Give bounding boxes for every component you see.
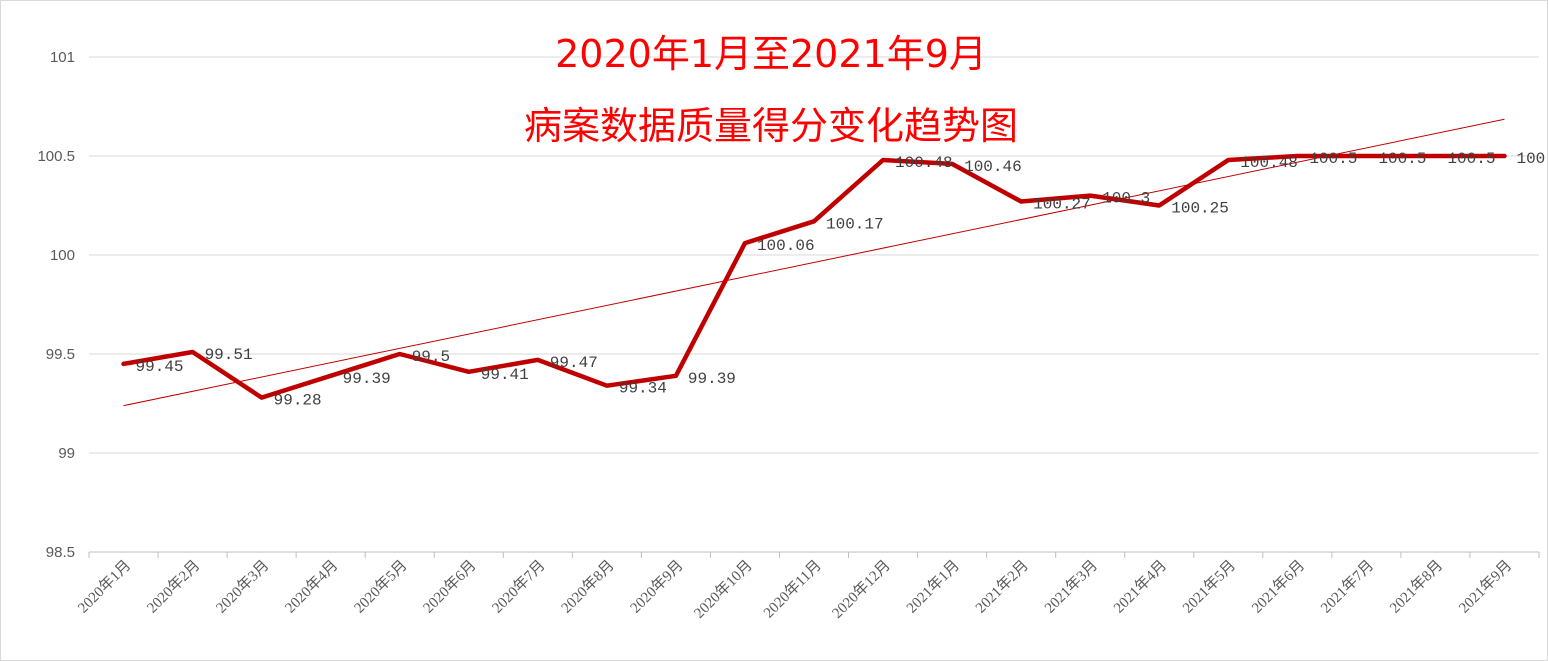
data-label: 99.34: [619, 380, 667, 398]
series-line-group: [121, 153, 1507, 400]
x-tick-label: 2021年5月: [1179, 557, 1239, 617]
data-label: 100.27: [1033, 196, 1091, 214]
data-label: 100.5: [1516, 150, 1547, 168]
y-tick-label: 101: [50, 49, 75, 66]
x-tick-label: 2021年4月: [1110, 557, 1170, 617]
data-label: 100.25: [1171, 200, 1229, 218]
x-tick-label: 2020年9月: [627, 557, 687, 617]
y-tick-label: 99.5: [46, 346, 75, 363]
data-label: 100.5: [1309, 150, 1357, 168]
x-tick-label: 2021年7月: [1317, 557, 1377, 617]
data-label: 100.48: [1240, 154, 1298, 172]
data-label: 100.5: [1378, 150, 1426, 168]
series-line: [121, 153, 1507, 400]
data-label: 100.06: [757, 237, 815, 255]
data-label: 99.51: [205, 346, 253, 364]
x-axis: 2020年1月 2020年2月 2020年3月 2020年4月 2020年5月 2020年…: [75, 551, 1540, 622]
x-tick-label: 2021年9月: [1456, 557, 1516, 617]
x-tick-label: 2020年4月: [282, 557, 342, 617]
chart-title-line-1: 2020年1月至2021年9月: [555, 32, 987, 76]
x-tick-label: 2020年3月: [213, 557, 273, 617]
data-label: 100.3: [1102, 190, 1150, 208]
x-tick-label: 2020年12月: [829, 557, 894, 622]
data-label: 99.28: [274, 392, 322, 410]
data-label: 100.48: [895, 154, 953, 172]
data-label: 99.5: [412, 348, 450, 366]
data-label: 99.39: [343, 370, 391, 388]
x-tick-label: 2020年6月: [420, 557, 480, 617]
data-label: 100.5: [1447, 150, 1495, 168]
x-tick-label: 2021年1月: [903, 557, 963, 617]
x-tick-label: 2020年5月: [351, 557, 411, 617]
x-tick-label: 2020年7月: [489, 557, 549, 617]
data-labels: 99.45 99.51 99.28 99.39 99.5 99.41 99.47 99.34 9…: [136, 150, 1547, 410]
y-axis-ticks: 98.5 99 99.5 100 100.5 101: [37, 49, 75, 561]
x-tick-label: 2020年8月: [558, 557, 618, 617]
x-tick-label: 2021年2月: [972, 557, 1032, 617]
data-label: 100.46: [964, 158, 1022, 176]
y-tick-label: 99: [58, 445, 75, 462]
y-tick-label: 100.5: [37, 148, 75, 165]
data-label: 99.41: [481, 366, 529, 384]
chart-title: 2020年1月至2021年9月 病案数据质量得分变化趋势图: [524, 32, 1018, 148]
linear-trendline: [123, 118, 1505, 407]
x-tick-label: 2021年6月: [1248, 557, 1308, 617]
x-tick-label: 2020年11月: [760, 557, 825, 622]
x-tick-label: 2020年2月: [144, 557, 204, 617]
chart-title-line-2: 病案数据质量得分变化趋势图: [524, 104, 1018, 148]
x-tick-label: 2021年8月: [1386, 557, 1446, 617]
data-label: 99.47: [550, 354, 598, 372]
data-label: 99.45: [136, 358, 184, 376]
y-tick-label: 98.5: [46, 544, 75, 561]
data-label: 99.39: [688, 370, 736, 388]
y-tick-label: 100: [50, 247, 75, 264]
x-tick-label: 2021年3月: [1041, 557, 1101, 617]
data-label: 100.17: [826, 215, 884, 233]
x-tick-label: 2020年1月: [75, 557, 135, 617]
trendline-group: [123, 118, 1505, 407]
x-tick-label: 2020年10月: [691, 557, 756, 622]
